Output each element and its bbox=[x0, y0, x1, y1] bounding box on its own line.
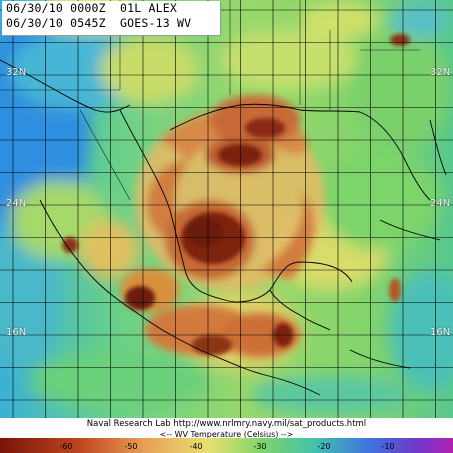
header-line-1: 06/30/10 0000Z 01L ALEX bbox=[6, 1, 177, 15]
lat-label-32n-right: 32N bbox=[430, 67, 451, 78]
lat-label-32n-left: 32N bbox=[6, 67, 27, 78]
color-scale-tick-label: -30 bbox=[253, 442, 266, 451]
color-scale-tick-label: -60 bbox=[59, 442, 72, 451]
lat-label-24n-right: 24N bbox=[430, 198, 451, 209]
color-scale-tick-label: -40 bbox=[189, 442, 202, 451]
color-scale-tick-label: -20 bbox=[317, 442, 330, 451]
lat-label-16n-left: 16N bbox=[6, 327, 27, 338]
coastlines bbox=[0, 59, 447, 396]
credit-line: Naval Research Lab http://www.nrlmry.nav… bbox=[0, 418, 453, 431]
color-scale-tick-label: -50 bbox=[124, 442, 137, 451]
header-line-2: 06/30/10 0545Z GOES-13 WV bbox=[6, 16, 192, 30]
lat-label-24n-left: 24N bbox=[6, 198, 27, 209]
cold-cloud-tops bbox=[62, 34, 410, 355]
lat-label-16n-right: 16N bbox=[430, 327, 451, 338]
color-scale-bar: -60 -50 -40 -30 -20 -10 bbox=[0, 438, 453, 453]
water-vapor-map bbox=[0, 0, 453, 418]
color-scale-gradient bbox=[0, 438, 453, 453]
lat-lon-grid bbox=[0, 0, 453, 418]
image-header-box: 06/30/10 0000Z 01L ALEX 06/30/10 0545Z G… bbox=[2, 1, 221, 36]
color-scale-tick-label: -10 bbox=[381, 442, 394, 451]
legend-title: <-- WV Temperature (Celsius) --> bbox=[159, 430, 294, 439]
